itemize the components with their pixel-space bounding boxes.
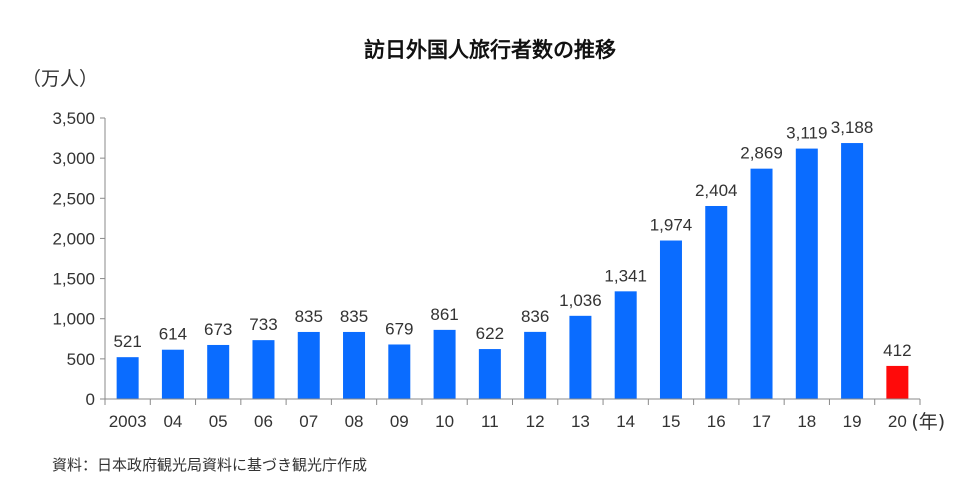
x-tick-label-18: 18 (797, 412, 816, 431)
y-tick-label: 2,000 (52, 229, 95, 248)
x-tick-label-14: 14 (616, 412, 635, 431)
data-label-17: 2,869 (740, 144, 783, 163)
y-tick-label: 3,000 (52, 149, 95, 168)
source-note: 資料：日本政府観光局資料に基づき観光庁作成 (52, 456, 367, 474)
data-label-16: 2,404 (695, 181, 738, 200)
y-tick-label: 1,500 (52, 270, 95, 289)
y-axis-unit-label: （万人） (22, 68, 98, 90)
y-tick-label: 500 (67, 350, 95, 369)
x-tick-label-08: 08 (345, 412, 364, 431)
y-axis: 0 500 1,000 1,500 2,000 2,500 3,000 3,500 (52, 109, 106, 409)
data-label-10: 861 (430, 305, 458, 324)
data-label-13: 1,036 (559, 291, 602, 310)
bar-16 (705, 205, 728, 399)
x-tick-label-09: 09 (390, 412, 409, 431)
data-label-06: 733 (249, 315, 277, 334)
bar-12 (524, 331, 547, 399)
bar-09 (388, 344, 411, 399)
bar-19 (841, 143, 864, 399)
x-tick-label-16: 16 (707, 412, 726, 431)
x-tick-label-12: 12 (526, 412, 545, 431)
bar-20 (886, 365, 909, 399)
x-tick-label-19: 19 (843, 412, 862, 431)
bar-11 (478, 349, 501, 399)
bar-08 (343, 331, 366, 399)
data-label-20: 412 (883, 341, 911, 360)
x-axis: 2003 04 05 06 07 08 09 10 11 12 13 14 15 16 17 18 19 20 (104, 398, 921, 431)
data-label-04: 614 (159, 325, 187, 344)
data-label-11: 622 (476, 324, 504, 343)
bar-04 (161, 349, 184, 399)
data-label-14: 1,341 (604, 266, 647, 285)
x-tick-label-13: 13 (571, 412, 590, 431)
data-label-08: 835 (340, 307, 368, 326)
x-tick-label-15: 15 (662, 412, 681, 431)
x-tick-label-20: 20 (888, 412, 907, 431)
bar-06 (252, 340, 275, 399)
bar-07 (297, 331, 320, 399)
data-label-19: 3,188 (831, 118, 874, 137)
data-label-2003: 521 (113, 332, 141, 351)
bar-05 (207, 344, 230, 399)
bars (116, 143, 909, 399)
x-axis-unit-label: (年) (911, 411, 945, 433)
data-labels: 521 614 673 733 835 835 679 861 622 836 1,0361,341… (113, 118, 911, 360)
data-label-05: 673 (204, 320, 232, 339)
x-tick-label-2003: 2003 (109, 412, 147, 431)
bar-18 (795, 148, 818, 399)
bar-2003 (116, 357, 139, 399)
x-tick-label-04: 04 (163, 412, 182, 431)
data-label-07: 835 (295, 307, 323, 326)
bar-13 (569, 315, 592, 399)
x-tick-label-06: 06 (254, 412, 273, 431)
x-tick-label-07: 07 (299, 412, 318, 431)
x-tick-label-17: 17 (752, 412, 771, 431)
x-tick-label-11: 11 (481, 412, 499, 431)
bar-10 (433, 329, 456, 399)
data-label-12: 836 (521, 307, 549, 326)
y-tick-label: 0 (86, 390, 95, 409)
bar-15 (659, 240, 682, 399)
x-tick-label-05: 05 (209, 412, 228, 431)
y-tick-label: 1,000 (52, 310, 95, 329)
bar-17 (750, 168, 773, 399)
chart-title: 訪日外国人旅行者数の推移 (364, 38, 616, 62)
y-tick-label: 2,500 (52, 189, 95, 208)
data-label-09: 679 (385, 319, 413, 338)
data-label-15: 1,974 (650, 216, 693, 235)
data-label-18: 3,119 (786, 124, 827, 143)
bar-14 (614, 291, 637, 399)
x-tick-label-10: 10 (435, 412, 454, 431)
y-tick-label: 3,500 (52, 109, 95, 128)
